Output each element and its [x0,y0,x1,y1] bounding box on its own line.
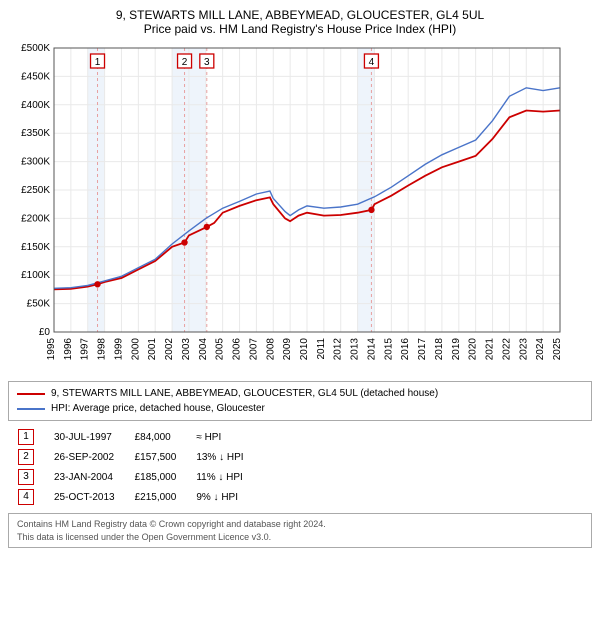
x-tick-label: 1997 [80,338,91,361]
x-tick-label: 2004 [198,338,209,361]
legend: 9, STEWARTS MILL LANE, ABBEYMEAD, GLOUCE… [8,381,592,421]
price-chart: £0 £50K £100K £150K £200K £250K £300K £350K £400… [8,42,568,372]
sale-marker-number: 3 [204,57,210,68]
row-delta: 11% ↓ HPI [186,467,253,487]
x-tick-label: 1995 [46,338,57,361]
x-tick-label: 2017 [417,338,428,361]
x-tick-label: 1996 [63,338,74,361]
y-tick-label: £250K [21,185,50,196]
x-tick-label: 2000 [130,338,141,361]
x-tick-label: 2025 [552,338,563,361]
chart-title-address: 9, STEWARTS MILL LANE, ABBEYMEAD, GLOUCE… [8,8,592,22]
x-tick-label: 2006 [232,338,243,361]
table-row: 1 30-JUL-1997£84,000≈ HPI [8,427,254,447]
row-delta: 13% ↓ HPI [186,447,253,467]
x-tick-label: 2010 [299,338,310,361]
x-tick-label: 2019 [451,338,462,361]
row-price: £215,000 [125,487,187,507]
sales-table: 1 30-JUL-1997£84,000≈ HPI 2 26-SEP-2002£157… [8,427,254,507]
x-tick-label: 2016 [400,338,411,361]
attribution-footer: Contains HM Land Registry data © Crown c… [8,513,592,548]
x-tick-label: 2003 [181,338,192,361]
y-tick-label: £400K [21,100,50,111]
chart-title-subtitle: Price paid vs. HM Land Registry's House … [8,22,592,36]
row-delta: ≈ HPI [186,427,253,447]
x-tick-label: 2024 [535,338,546,361]
row-date: 25-OCT-2013 [44,487,125,507]
row-badge: 4 [18,489,34,505]
legend-item: HPI: Average price, detached house, Glou… [17,401,583,416]
x-tick-label: 2005 [215,338,226,361]
x-tick-label: 2011 [316,338,327,360]
footer-line-1: Contains HM Land Registry data © Crown c… [17,518,583,531]
y-tick-label: £50K [27,299,51,310]
x-tick-label: 2013 [350,338,361,361]
legend-item: 9, STEWARTS MILL LANE, ABBEYMEAD, GLOUCE… [17,386,583,401]
x-tick-label: 2018 [434,338,445,361]
legend-label: 9, STEWARTS MILL LANE, ABBEYMEAD, GLOUCE… [51,386,438,401]
x-tick-label: 2022 [501,338,512,361]
sale-marker-number: 4 [369,57,375,68]
row-date: 26-SEP-2002 [44,447,125,467]
table-row: 4 25-OCT-2013£215,0009% ↓ HPI [8,487,254,507]
y-tick-label: £350K [21,128,50,139]
table-row: 3 23-JAN-2004£185,00011% ↓ HPI [8,467,254,487]
row-badge-cell: 1 [8,427,44,447]
sale-point [204,224,210,230]
x-tick-label: 2002 [164,338,175,361]
x-tick-label: 2007 [248,338,259,361]
row-price: £185,000 [125,467,187,487]
footer-line-2: This data is licensed under the Open Gov… [17,531,583,544]
y-tick-label: £200K [21,213,50,224]
y-tick-label: £300K [21,157,50,168]
sale-point [368,207,374,213]
row-price: £84,000 [125,427,187,447]
chart-titles: 9, STEWARTS MILL LANE, ABBEYMEAD, GLOUCE… [8,8,592,36]
x-tick-label: 2021 [485,338,496,361]
y-tick-label: £150K [21,242,50,253]
x-tick-label: 2015 [383,338,394,361]
x-tick-label: 2012 [333,338,344,361]
row-badge: 3 [18,469,34,485]
legend-label: HPI: Average price, detached house, Glou… [51,401,265,416]
x-tick-label: 2020 [468,338,479,361]
y-tick-label: £0 [39,327,51,338]
y-tick-label: £450K [21,71,50,82]
row-badge: 1 [18,429,34,445]
row-date: 30-JUL-1997 [44,427,125,447]
legend-swatch [17,393,45,395]
row-date: 23-JAN-2004 [44,467,125,487]
row-badge: 2 [18,449,34,465]
legend-swatch [17,408,45,410]
x-tick-label: 2023 [518,338,529,361]
x-tick-label: 2001 [147,338,158,361]
x-tick-label: 2014 [366,338,377,361]
x-tick-label: 1998 [97,338,108,361]
table-row: 2 26-SEP-2002£157,50013% ↓ HPI [8,447,254,467]
chart-container: £0 £50K £100K £150K £200K £250K £300K £350K £400… [8,42,592,375]
x-tick-label: 2009 [282,338,293,361]
y-tick-label: £100K [21,270,50,281]
row-badge-cell: 3 [8,467,44,487]
sale-marker-number: 1 [95,57,101,68]
sale-point [94,281,100,287]
row-delta: 9% ↓ HPI [186,487,253,507]
y-tick-label: £500K [21,43,50,54]
sale-marker-number: 2 [182,57,188,68]
row-price: £157,500 [125,447,187,467]
row-badge-cell: 2 [8,447,44,467]
sale-point [181,239,187,245]
x-tick-label: 1999 [113,338,124,361]
row-badge-cell: 4 [8,487,44,507]
x-tick-label: 2008 [265,338,276,361]
